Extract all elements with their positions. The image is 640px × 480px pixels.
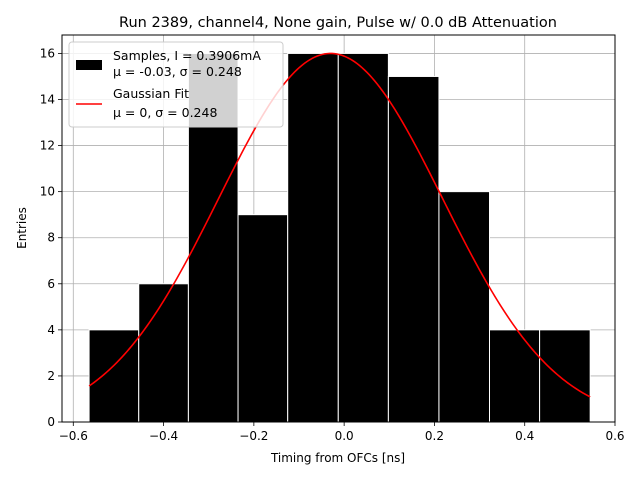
legend-fit-stats: μ = 0, σ = 0.248 <box>113 105 217 120</box>
legend-samples-stats: μ = -0.03, σ = 0.248 <box>113 64 242 79</box>
legend-box <box>68 41 284 128</box>
y-axis-ticks: 0 2 4 6 8 10 12 14 16 <box>40 46 62 429</box>
gaussian-fit-layer <box>88 52 591 398</box>
y-tick-label: 14 <box>40 93 55 107</box>
histogram-bar <box>237 214 289 423</box>
x-tick-label: 0.0 <box>335 429 354 443</box>
gaussian-fit-curve <box>88 52 591 398</box>
histogram-bar <box>539 329 591 423</box>
x-tick-label: 0.2 <box>425 429 444 443</box>
histogram-bar <box>387 75 440 423</box>
histogram-bar <box>138 283 189 423</box>
legend-fit-label: Gaussian Fit <box>113 86 189 101</box>
y-tick-label: 16 <box>40 46 55 60</box>
y-tick-label: 10 <box>40 185 55 199</box>
y-axis-label: Entries <box>15 207 29 249</box>
x-tick-label: 0.4 <box>515 429 534 443</box>
x-axis-label: Timing from OFCs [ns] <box>270 451 405 465</box>
legend-samples-swatch <box>76 60 102 70</box>
histogram-bars <box>88 52 591 423</box>
x-tick-label: −0.2 <box>239 429 268 443</box>
y-tick-label: 0 <box>47 415 55 429</box>
x-tick-label: −0.6 <box>59 429 88 443</box>
histogram-bar <box>489 329 541 423</box>
y-tick-label: 8 <box>47 231 55 245</box>
histogram-bar <box>337 52 389 423</box>
y-tick-label: 2 <box>47 369 55 383</box>
x-axis-ticks: −0.6 −0.4 −0.2 0.0 0.2 0.4 0.6 <box>59 422 625 443</box>
x-tick-label: −0.4 <box>149 429 178 443</box>
legend: Samples, I = 0.3906mA μ = -0.03, σ = 0.2… <box>68 41 284 128</box>
histogram-bar <box>88 329 140 423</box>
histogram-bar <box>438 191 491 423</box>
y-tick-label: 12 <box>40 139 55 153</box>
y-tick-label: 6 <box>47 277 55 291</box>
chart-title: Run 2389, channel4, None gain, Pulse w/ … <box>119 15 557 31</box>
y-tick-label: 4 <box>47 323 55 337</box>
histogram-bar <box>287 52 339 423</box>
x-tick-label: 0.6 <box>605 429 624 443</box>
legend-samples-label: Samples, I = 0.3906mA <box>113 48 261 63</box>
plot-frame <box>61 34 616 423</box>
